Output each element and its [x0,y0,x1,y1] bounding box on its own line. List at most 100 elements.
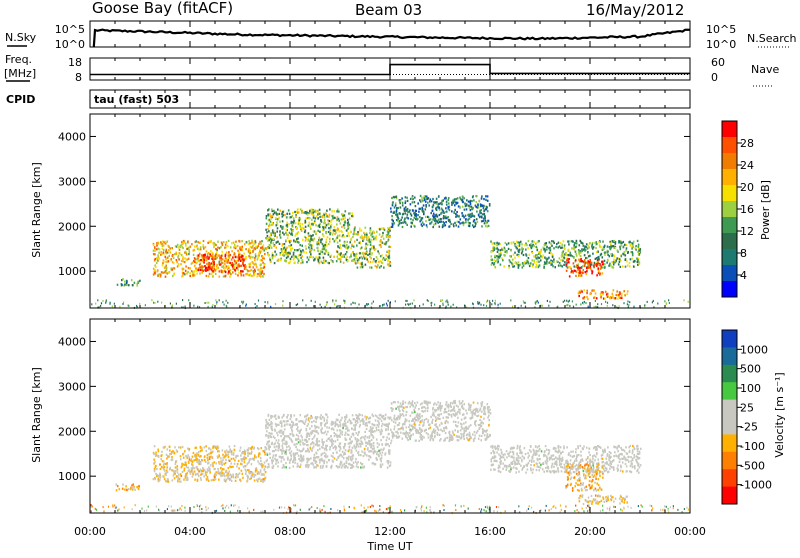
echo-cell [187,248,189,250]
echo-cell [300,429,302,431]
echo-cell [580,241,582,243]
echo-cell [281,228,283,230]
echo-cell [575,259,577,261]
echo-cell [351,436,353,438]
echo-cell [316,438,318,440]
echo-cell [561,254,563,256]
echo-cell [633,265,635,267]
echo-cell [257,473,259,475]
echo-cell [223,468,225,470]
echo-cell [242,477,244,479]
echo-cell [522,262,524,264]
noise-speckle [421,510,422,512]
echo-cell [319,444,321,446]
echo-cell [337,466,339,468]
noise-speckle [631,507,632,509]
echo-cell [192,473,194,475]
noise-speckle [291,508,292,510]
echo-cell [191,263,193,265]
echo-cell [204,259,206,261]
echo-cell [234,253,236,255]
echo-cell [240,455,242,457]
echo-cell [399,220,401,222]
echo-cell [132,284,134,286]
echo-cell [426,198,428,200]
echo-cell [362,466,364,468]
echo-cell [212,465,214,467]
echo-cell [158,242,160,244]
noise-speckle [313,305,314,307]
noise-speckle [455,509,456,511]
echo-cell [537,249,539,251]
echo-cell [263,264,265,266]
echo-cell [334,240,336,242]
echo-cell [564,261,566,263]
noise-speckle [388,300,389,302]
echo-cell [627,290,629,292]
echo-cell [347,256,349,258]
echo-cell [297,262,299,264]
echo-cell [312,256,314,258]
echo-cell [283,458,285,460]
echo-cell [330,435,332,437]
echo-cell [505,251,507,253]
echo-cell [340,464,342,466]
echo-cell [230,246,232,248]
echo-cell [570,268,572,270]
echo-cell [331,421,333,423]
echo-cell [264,462,266,464]
echo-cell [300,414,302,416]
echo-cell [491,255,493,257]
echo-cell [261,259,263,261]
echo-cell [213,263,215,265]
noise-speckle [300,509,301,511]
echo-cell [397,216,399,218]
echo-cell [291,440,293,442]
echo-cell [219,261,221,263]
noise-speckle [370,506,371,508]
echo-cell [189,251,191,253]
echo-cell [282,232,284,234]
noise-speckle [351,303,352,305]
noise-speckle [563,301,564,303]
echo-cell [371,450,373,452]
echo-cell [628,241,630,243]
echo-cell [202,473,204,475]
echo-cell [295,214,297,216]
echo-cell [347,421,349,423]
echo-cell [189,267,191,269]
echo-cell [414,197,416,199]
echo-cell [618,263,620,265]
echo-cell [526,260,528,262]
noise-speckle [588,504,589,506]
echo-cell [244,243,246,245]
echo-cell [631,258,633,260]
noise-speckle [602,509,603,511]
echo-cell [492,262,494,264]
echo-cell [364,248,366,250]
noise-speckle [336,306,337,308]
echo-cell [167,448,169,450]
noise-speckle [311,506,312,508]
echo-cell [457,221,459,223]
echo-cell [272,254,274,256]
echo-cell [165,480,167,482]
echo-cell [325,241,327,243]
echo-cell [178,474,180,476]
echo-cell [204,459,206,461]
noise-speckle [354,507,355,509]
echo-cell [306,261,308,263]
echo-cell [570,254,572,256]
echo-cell [315,466,317,468]
echo-cell [482,205,484,207]
echo-cell [330,255,332,257]
noise-speckle [91,504,92,506]
echo-cell [260,276,262,278]
noise-speckle [560,505,561,507]
y-tick-label: 1000 [58,265,86,278]
echo-cell [217,247,219,249]
echo-cell [635,245,637,247]
noise-speckle [208,302,209,304]
echo-cell [589,242,591,244]
echo-cell [443,212,445,214]
